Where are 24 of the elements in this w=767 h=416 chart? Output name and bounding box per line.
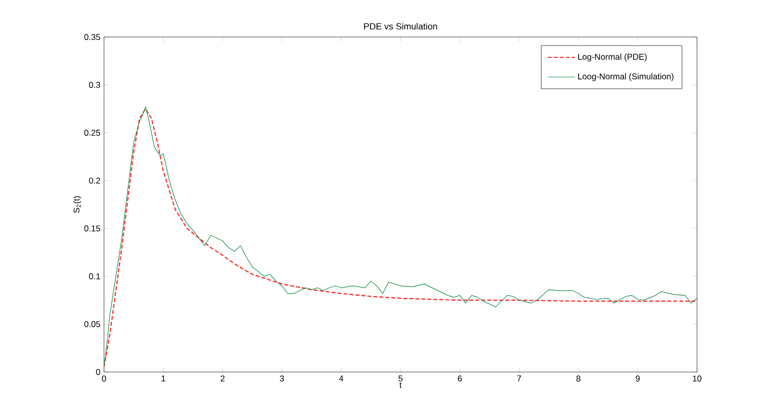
y-axis-title: S$_{2}$(t) (73, 196, 82, 213)
x-tick-label: 10 (692, 376, 702, 382)
y-tick-label: 0 (96, 369, 100, 375)
x-tick-label: 3 (280, 376, 284, 382)
x-axis-title: t (399, 382, 402, 388)
x-tick-label: 2 (220, 376, 225, 382)
chart-title: PDE vs Simulation (364, 22, 438, 30)
x-tick-label: 8 (576, 376, 580, 382)
x-tick-label: 1 (162, 376, 166, 382)
x-tick-label: 7 (517, 376, 522, 382)
y-tick-label: 0.25 (84, 130, 100, 136)
y-tick-label: 0.3 (89, 82, 100, 88)
x-tick-label: 6 (458, 376, 462, 382)
x-tick-label: 4 (339, 376, 344, 382)
legend-label: Log-Normal (PDE) (578, 54, 647, 62)
y-tick-label: 0.05 (84, 321, 100, 328)
y-tick-label: 0.15 (84, 225, 100, 232)
x-tick-label: 0 (102, 376, 106, 382)
x-tick-label: 5 (398, 376, 403, 382)
y-tick-label: 0.1 (89, 273, 100, 280)
x-tick-label: 9 (636, 376, 640, 382)
legend-label: Loog-Normal (Simulation) (578, 73, 674, 82)
y-tick-label: 0.35 (84, 34, 100, 40)
y-tick-label: 0.2 (89, 178, 100, 184)
